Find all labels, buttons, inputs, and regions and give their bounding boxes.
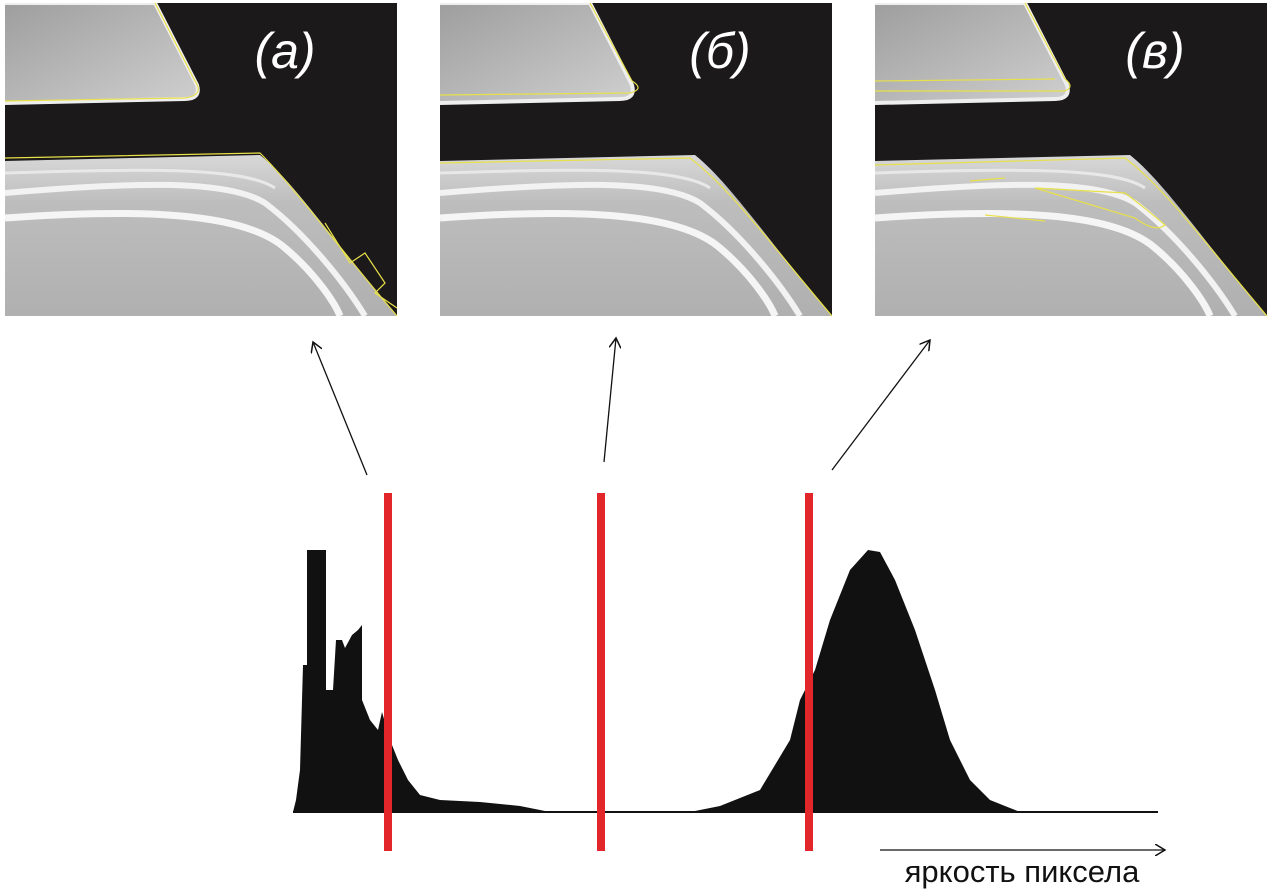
panel-label: (б)	[689, 23, 750, 79]
axis-label: яркость пиксела	[905, 854, 1140, 889]
panel-label: (а)	[254, 23, 315, 79]
figure: (а) (б) (в) яркость пиксела	[0, 0, 1274, 896]
panel-a: (а)	[5, 3, 397, 316]
panel-b: (б)	[440, 3, 832, 316]
panel-label: (в)	[1125, 23, 1184, 79]
panel-c: (в)	[875, 3, 1267, 316]
arrows	[313, 338, 930, 475]
histogram	[293, 550, 1158, 812]
page: (а) (б) (в) яркость пиксела (() => { con…	[0, 0, 1274, 896]
